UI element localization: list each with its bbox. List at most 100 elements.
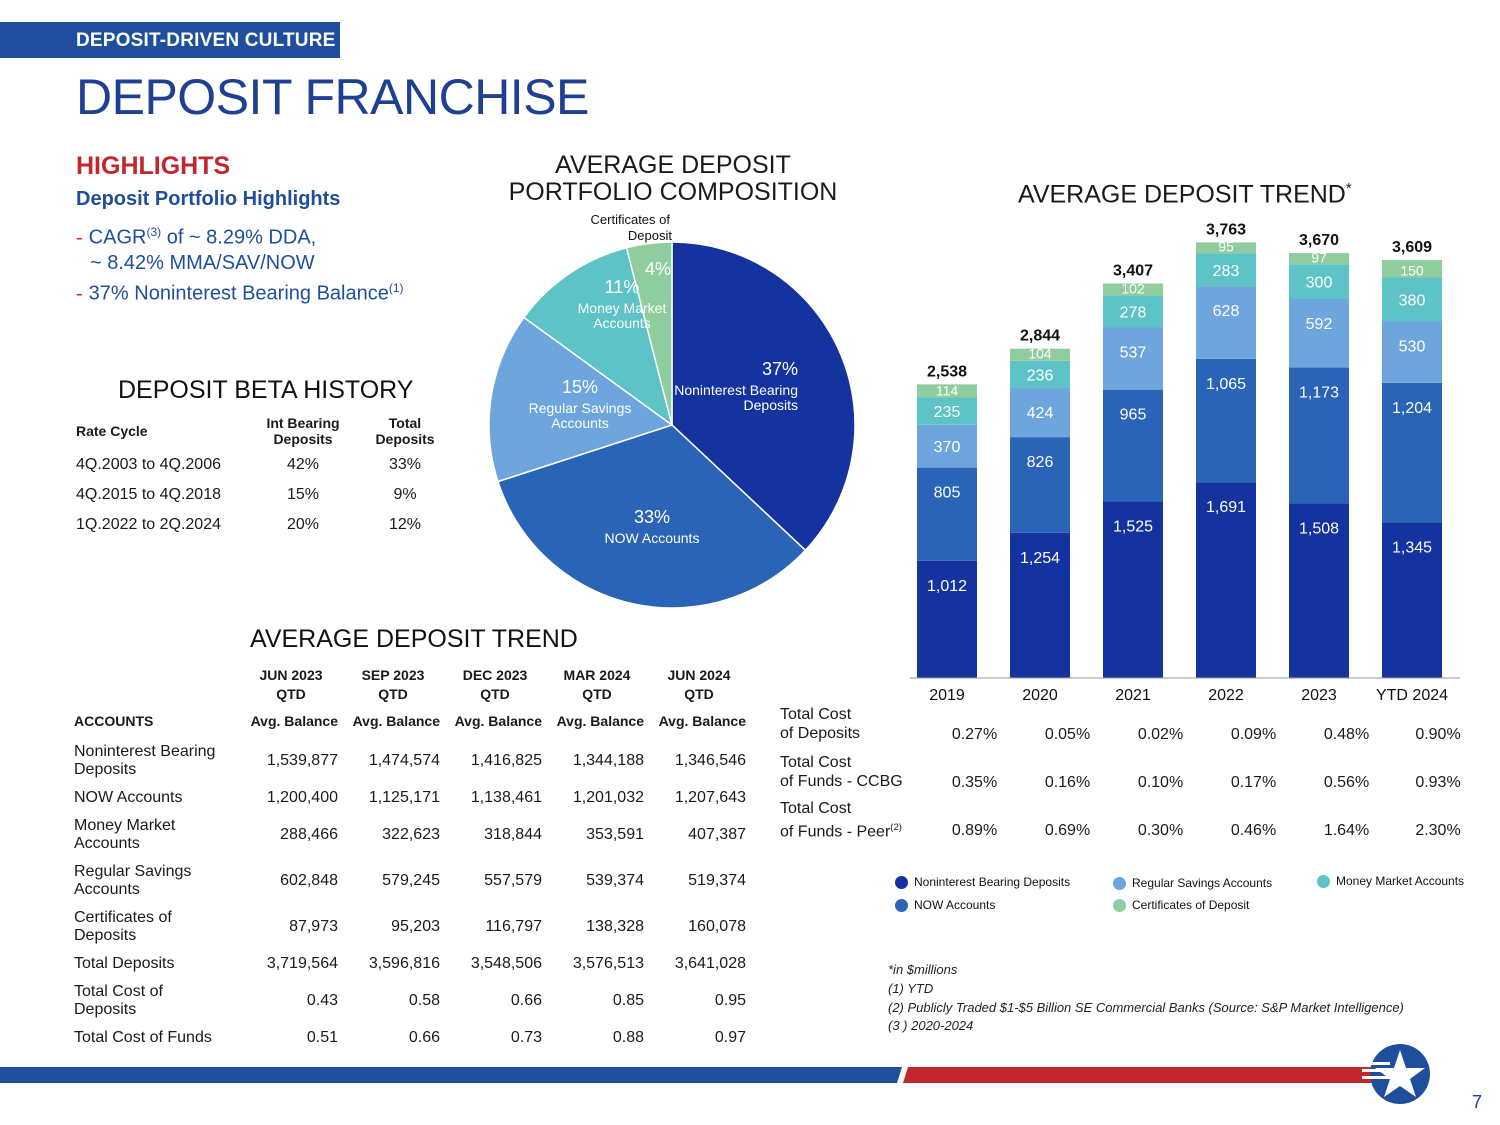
account-name-line1: Money Market xyxy=(74,817,176,834)
cost-label-line2-wrap: of Deposits xyxy=(780,724,928,743)
bar-data-label: 1,345 xyxy=(1392,539,1432,556)
bar-segment xyxy=(1382,522,1442,678)
cost-value: 2.30% xyxy=(1415,822,1461,839)
account-name: Money Market Accounts xyxy=(70,812,240,858)
balance-cell: 0.43 xyxy=(306,992,338,1009)
balance-cell: 95,203 xyxy=(391,918,440,935)
pie-slice xyxy=(625,241,673,426)
account-name-line1: Total Cost of Funds xyxy=(74,1029,212,1046)
account-name: Total Cost of Deposits xyxy=(70,978,240,1024)
footer-stripe xyxy=(0,1067,1375,1083)
bar-segment xyxy=(1382,277,1442,322)
cost-value: 0.89% xyxy=(951,822,998,839)
cost-label-line1: Total Cost xyxy=(780,706,852,723)
period-header-row: JUN 2023 QTD SEP 2023 QTD DEC 2023 QTD MAR 202… xyxy=(70,664,750,704)
footnote-2: (2) Publicly Traded $1-$5 Billion SE Com… xyxy=(888,1000,1404,1015)
x-tick-label: 2022 xyxy=(1208,687,1244,704)
bar-data-label: 370 xyxy=(934,439,961,456)
bar-segment xyxy=(1103,327,1163,390)
balance-cell: 353,591 xyxy=(586,826,644,843)
period-type: QTD xyxy=(276,686,306,702)
account-name: NOW Accounts xyxy=(70,784,240,812)
int-bearing-cell: 42% xyxy=(286,456,320,473)
account-name: Certificates of Deposits xyxy=(70,904,240,950)
balance-cell: 0.66 xyxy=(510,992,542,1009)
bar-segment xyxy=(1289,503,1349,678)
table-row: Total Cost of Funds 0.51 0.66 0.73 0.88 0.97 xyxy=(70,1024,750,1052)
bar-data-label: 1,065 xyxy=(1206,376,1246,393)
account-name-line2: Deposits xyxy=(74,927,137,944)
table-row: 4Q.2003 to 4Q.2006 42% 33% xyxy=(76,450,456,480)
total-deposits-cell: 12% xyxy=(388,516,422,533)
blank-header xyxy=(70,664,240,704)
cost-value: 0.02% xyxy=(1137,726,1184,743)
bar-segment xyxy=(1289,253,1349,265)
balance-cell: 1,138,461 xyxy=(470,789,542,806)
balance-cell: 1,201,032 xyxy=(572,789,644,806)
rate-cycle-cell: 4Q.2003 to 4Q.2006 xyxy=(76,456,221,473)
balance-cell: 0.73 xyxy=(510,1029,542,1046)
balance-cell: 318,844 xyxy=(484,826,542,843)
section-tag: DEPOSIT-DRIVEN CULTURE xyxy=(0,22,340,58)
footnote-3: (3 ) 2020-2024 xyxy=(888,1018,974,1033)
legend-now: NOW Accounts xyxy=(895,898,995,913)
pie-slice xyxy=(488,316,674,483)
balance-cell: 0.51 xyxy=(306,1029,338,1046)
avg-balance-header: Avg. Balance xyxy=(352,713,440,729)
period-header: SEP 2023 QTD xyxy=(342,664,444,704)
legend-noninterest: Noninterest Bearing Deposits xyxy=(895,875,1070,890)
cost-label-line2: of Funds - CCBG xyxy=(780,773,903,790)
balance-cell: 322,623 xyxy=(382,826,440,843)
col-total: Total Deposits xyxy=(375,415,435,447)
balance-cell: 1,344,188 xyxy=(572,752,644,769)
bar-data-label: 102 xyxy=(1121,280,1145,296)
cost-value: 0.35% xyxy=(951,774,998,791)
period-label: MAR 2024 xyxy=(563,667,631,683)
bar-data-label: 283 xyxy=(1213,263,1240,280)
pie-slice-pct: 11% xyxy=(605,277,640,297)
pie-slice-label: Accounts xyxy=(551,415,609,431)
pie-slice-label: NOW Accounts xyxy=(605,530,700,546)
balance-cell: 1,346,546 xyxy=(674,752,746,769)
bar-data-label: 380 xyxy=(1399,292,1426,309)
balance-cell: 1,474,574 xyxy=(368,752,440,769)
highlights-subtitle: Deposit Portfolio Highlights xyxy=(76,188,341,210)
cost-value: 0.27% xyxy=(951,726,998,743)
period-header: JUN 2024 QTD xyxy=(648,664,750,704)
bar-segment xyxy=(1382,382,1442,523)
bar-segment xyxy=(1103,283,1163,296)
noninterest-balance-text: 37% Noninterest Bearing Balance xyxy=(88,282,389,305)
cost-value: 0.93% xyxy=(1415,774,1461,791)
pie-slice-pct: 37% xyxy=(762,359,798,379)
period-type: QTD xyxy=(378,686,408,702)
pie-slice-label: Money Market xyxy=(578,300,667,316)
period-type: QTD xyxy=(684,686,714,702)
pie-slice-label: Accounts xyxy=(593,315,651,331)
bar-segment xyxy=(1010,388,1070,438)
pie-slice xyxy=(497,424,807,609)
account-name-line1: Noninterest Bearing xyxy=(74,743,216,760)
page-title: DEPOSIT FRANCHISE xyxy=(76,69,589,125)
period-label: JUN 2023 xyxy=(259,667,323,683)
bar-segment xyxy=(1382,260,1442,278)
star-logo xyxy=(1362,1044,1430,1104)
avg-balance-header: Avg. Balance xyxy=(250,713,338,729)
cost-value: 0.16% xyxy=(1044,774,1091,791)
bar-total-label: 3,407 xyxy=(1113,263,1153,280)
balance-cell: 87,973 xyxy=(289,918,338,935)
rate-cycle-cell: 1Q.2022 to 2Q.2024 xyxy=(76,516,221,533)
balance-cell: 519,374 xyxy=(688,872,746,889)
legend-swatch xyxy=(1113,899,1126,913)
legend-regular-savings: Regular Savings Accounts xyxy=(1113,876,1272,891)
balance-cell: 138,328 xyxy=(586,918,644,935)
highlight-item-cagr: - CAGR(3) of ~ 8.29% DDA, ~ 8.42% MMA/SAV… xyxy=(76,220,316,276)
legend-label: Certificates of Deposit xyxy=(1132,898,1250,912)
bar-data-label: 1,254 xyxy=(1020,550,1060,567)
cost-value: 0.56% xyxy=(1323,774,1370,791)
balance-cell: 3,719,564 xyxy=(266,955,338,972)
bar-segment xyxy=(1196,286,1256,359)
bar-data-label: 826 xyxy=(1027,454,1054,471)
rate-cycle-cell: 4Q.2015 to 4Q.2018 xyxy=(76,486,221,503)
x-tick-label: 2023 xyxy=(1301,687,1337,704)
x-tick-label: 2019 xyxy=(929,687,965,704)
